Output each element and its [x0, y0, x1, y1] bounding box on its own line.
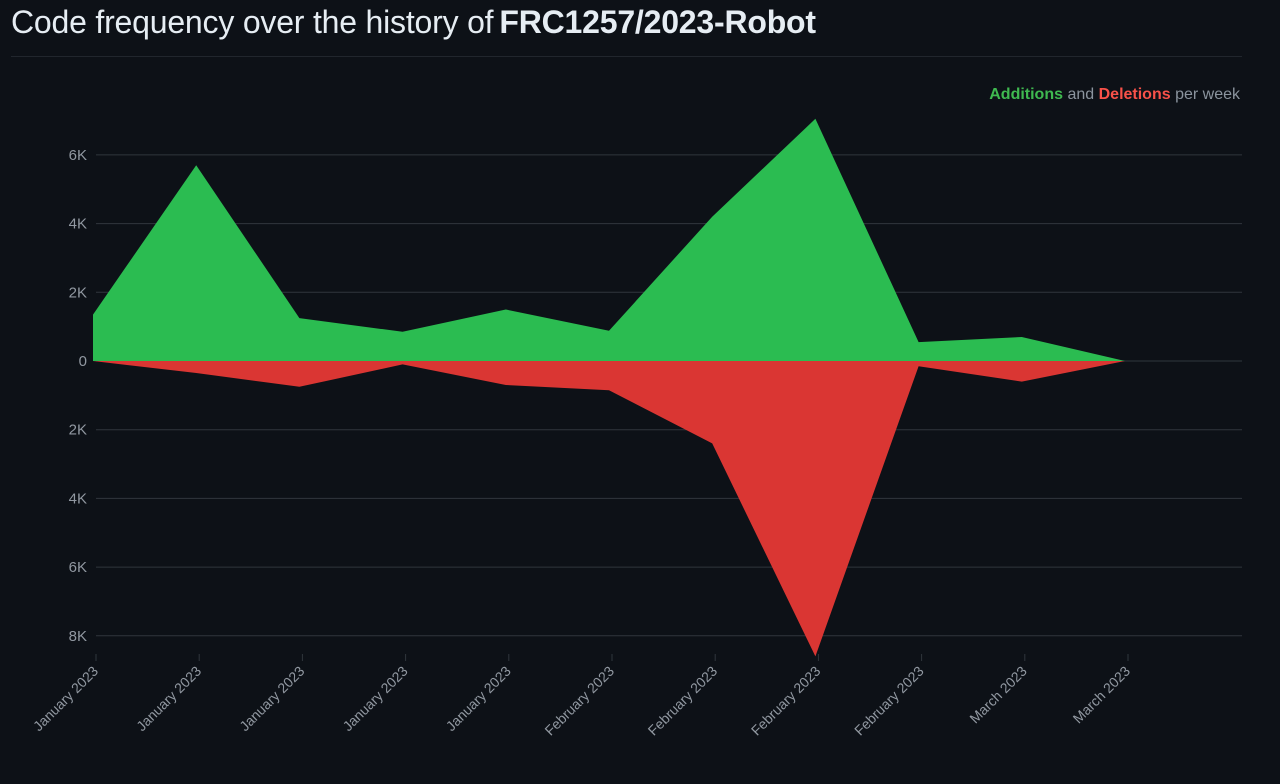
- deletions-point[interactable]: [1020, 380, 1024, 384]
- legend-additions: Additions: [989, 86, 1063, 103]
- additions-point[interactable]: [91, 313, 95, 317]
- additions-point[interactable]: [297, 316, 301, 320]
- area-layer: [91, 117, 1127, 658]
- additions-point[interactable]: [607, 329, 611, 333]
- page-title: Code frequency over the history of FRC125…: [11, 4, 816, 41]
- title-prefix: Code frequency over the history of: [11, 4, 494, 40]
- legend-deletions: Deletions: [1098, 86, 1171, 103]
- x-tick-label: January 2023: [339, 663, 410, 734]
- deletions-point[interactable]: [607, 388, 611, 392]
- y-axis: 6K 4K 2K 0 2K 4K 6K 8K: [69, 147, 87, 645]
- x-tick-label: January 2023: [443, 663, 514, 734]
- deletions-point[interactable]: [710, 441, 714, 445]
- y-tick-label: 0: [79, 353, 87, 370]
- deletions-point[interactable]: [1123, 359, 1127, 363]
- y-tick-label: 2K: [69, 422, 87, 439]
- x-tick-label: January 2023: [236, 663, 307, 734]
- x-tick-label: February 2023: [541, 663, 617, 739]
- y-tick-label: 4K: [69, 216, 87, 233]
- additions-area[interactable]: [93, 118, 1125, 361]
- x-tick-label: March 2023: [1070, 663, 1134, 727]
- y-tick-label: 6K: [69, 559, 87, 576]
- x-axis: January 2023 January 2023 January 2023 Janu…: [30, 654, 1133, 739]
- x-tick-label: February 2023: [748, 663, 824, 739]
- y-tick-label: 4K: [69, 490, 87, 507]
- chart-legend: Additions and Deletions per week: [989, 86, 1240, 104]
- additions-point[interactable]: [917, 340, 921, 344]
- x-tick-label: January 2023: [133, 663, 204, 734]
- additions-point[interactable]: [1020, 335, 1024, 339]
- additions-point[interactable]: [813, 117, 817, 121]
- repo-name-link[interactable]: FRC1257/2023-Robot: [499, 4, 816, 40]
- additions-point[interactable]: [504, 308, 508, 312]
- y-tick-label: 2K: [69, 284, 87, 301]
- additions-point[interactable]: [401, 330, 405, 334]
- page-header: Code frequency over the history of FRC125…: [11, 0, 1242, 57]
- x-tick-label: February 2023: [645, 663, 721, 739]
- x-tick-label: February 2023: [851, 663, 927, 739]
- deletions-point[interactable]: [917, 364, 921, 368]
- deletions-point[interactable]: [194, 371, 198, 375]
- deletions-point[interactable]: [297, 385, 301, 389]
- deletions-area[interactable]: [93, 361, 1125, 657]
- deletions-point[interactable]: [401, 362, 405, 366]
- legend-suffix: per week: [1175, 86, 1240, 103]
- legend-and: and: [1067, 86, 1095, 103]
- x-tick-label: January 2023: [30, 663, 101, 734]
- additions-point[interactable]: [194, 163, 198, 167]
- y-tick-label: 8K: [69, 628, 87, 645]
- deletions-point[interactable]: [504, 383, 508, 387]
- x-tick-label: March 2023: [966, 663, 1030, 727]
- y-tick-label: 6K: [69, 147, 87, 164]
- deletions-point[interactable]: [813, 654, 817, 658]
- additions-point[interactable]: [710, 215, 714, 219]
- deletions-point[interactable]: [91, 359, 95, 363]
